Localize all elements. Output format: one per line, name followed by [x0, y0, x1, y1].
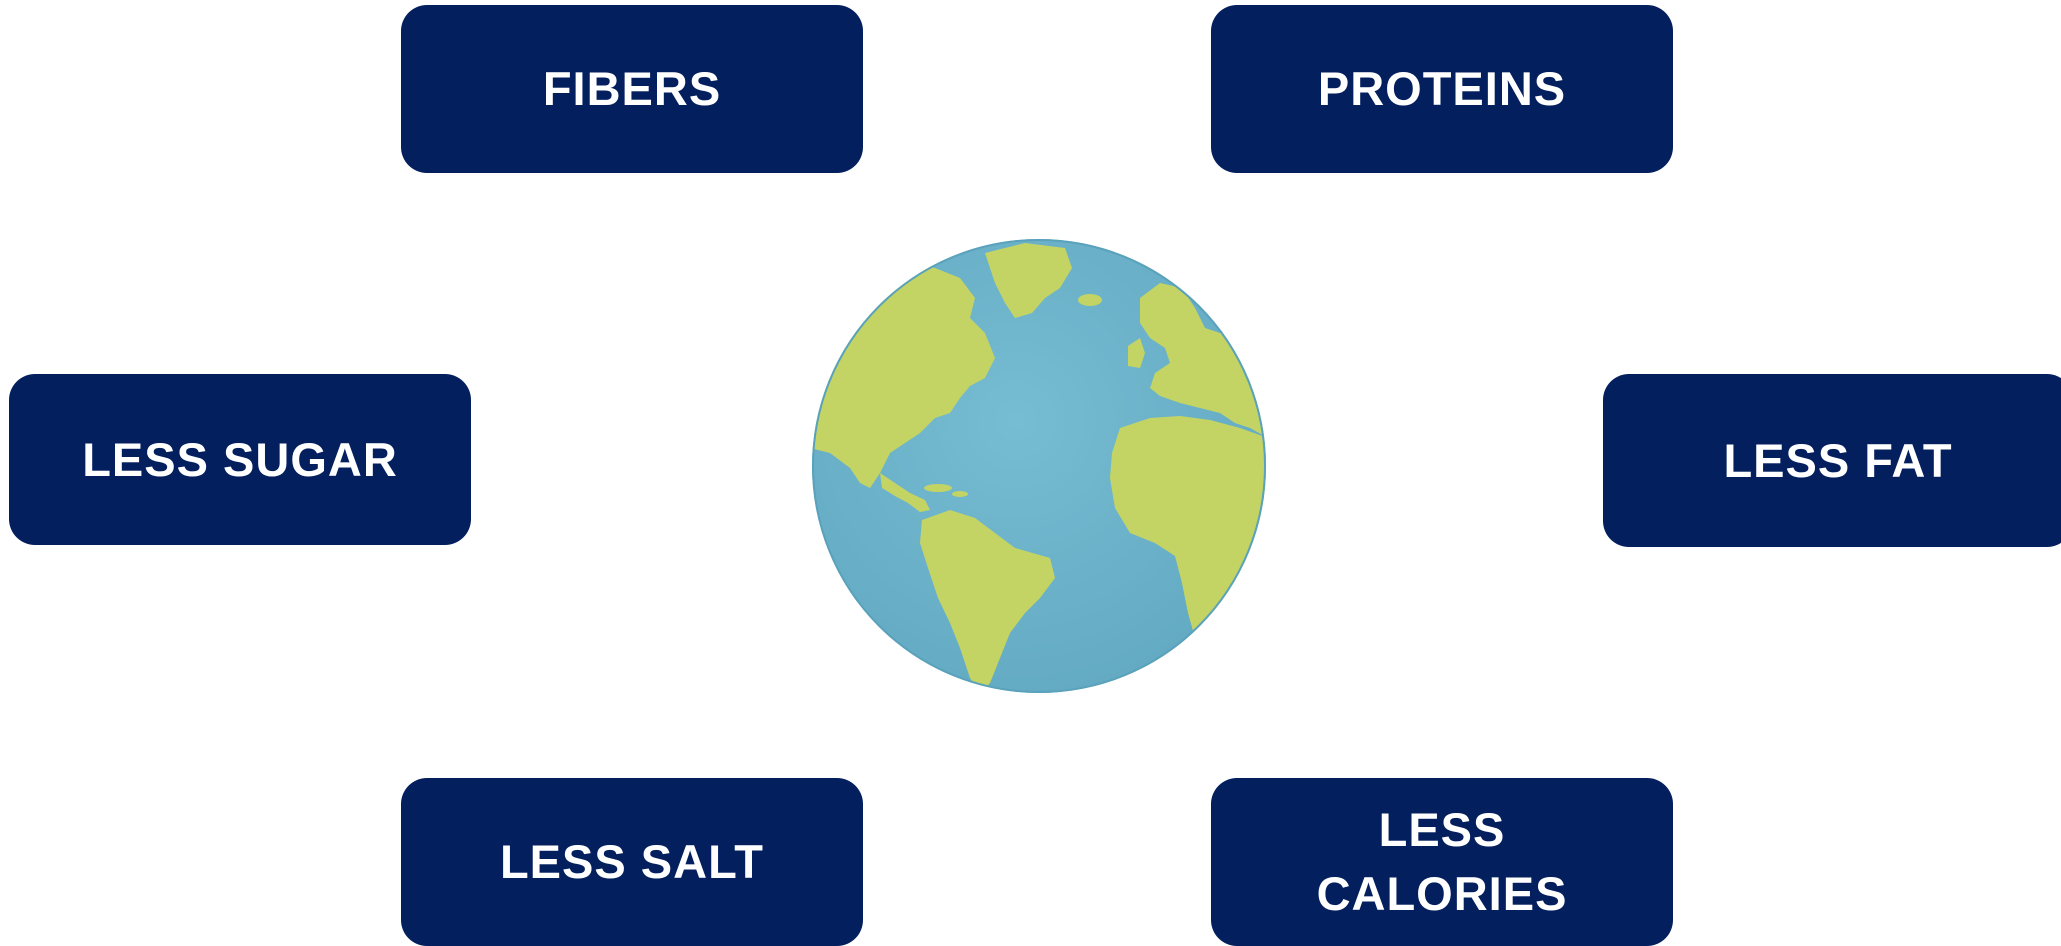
- africa: [1110, 416, 1266, 643]
- south-america: [920, 510, 1055, 693]
- greenland: [985, 243, 1072, 318]
- globe-icon: [810, 238, 1268, 694]
- node-less-salt-label: LESS SALT: [499, 835, 765, 888]
- node-less-fat: LESS FAT: [1603, 374, 2061, 547]
- node-proteins: PROTEINS: [1211, 5, 1673, 173]
- central-america: [880, 473, 930, 512]
- node-fibers: FIBERS: [401, 5, 863, 173]
- node-less-sugar: LESS SUGAR: [9, 374, 471, 545]
- node-less-calories-label: LESS CALORIES: [1316, 803, 1568, 920]
- node-less-calories: LESS CALORIES: [1211, 778, 1673, 946]
- node-proteins-label: PROTEINS: [1317, 62, 1567, 115]
- europe: [1140, 283, 1266, 438]
- node-fibers-label: FIBERS: [542, 62, 722, 115]
- node-less-salt: LESS SALT: [401, 778, 863, 946]
- node-less-sugar-label: LESS SUGAR: [82, 432, 398, 486]
- node-less-fat-label: LESS FAT: [1723, 433, 1953, 487]
